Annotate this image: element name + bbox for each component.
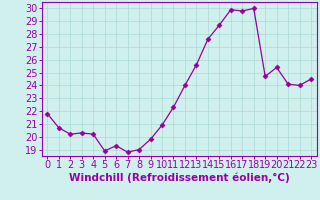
X-axis label: Windchill (Refroidissement éolien,°C): Windchill (Refroidissement éolien,°C) <box>69 173 290 183</box>
